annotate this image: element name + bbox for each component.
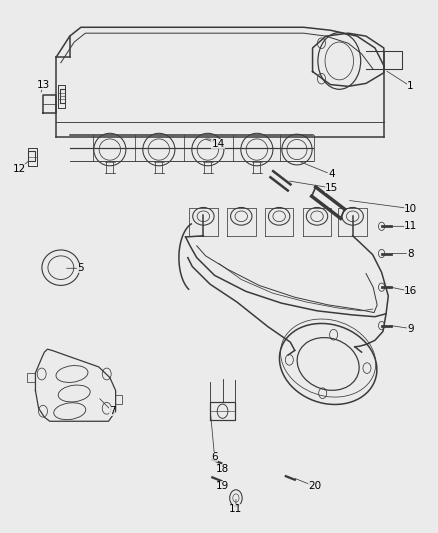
Text: 14: 14: [212, 139, 225, 149]
Text: 7: 7: [109, 406, 115, 416]
Text: 6: 6: [211, 451, 218, 462]
Text: 11: 11: [404, 221, 417, 231]
Text: 12: 12: [13, 164, 26, 174]
Text: 15: 15: [325, 183, 338, 193]
Text: 10: 10: [404, 204, 417, 214]
Text: 13: 13: [36, 79, 49, 90]
Text: 20: 20: [308, 481, 321, 491]
Text: 18: 18: [216, 464, 229, 473]
Text: 8: 8: [407, 248, 414, 259]
Text: 16: 16: [404, 286, 417, 296]
Text: 19: 19: [216, 481, 229, 491]
Text: 9: 9: [407, 324, 414, 334]
Text: 11: 11: [230, 504, 243, 514]
Text: 1: 1: [407, 82, 414, 91]
Text: 4: 4: [328, 169, 335, 179]
Text: 5: 5: [78, 263, 84, 273]
